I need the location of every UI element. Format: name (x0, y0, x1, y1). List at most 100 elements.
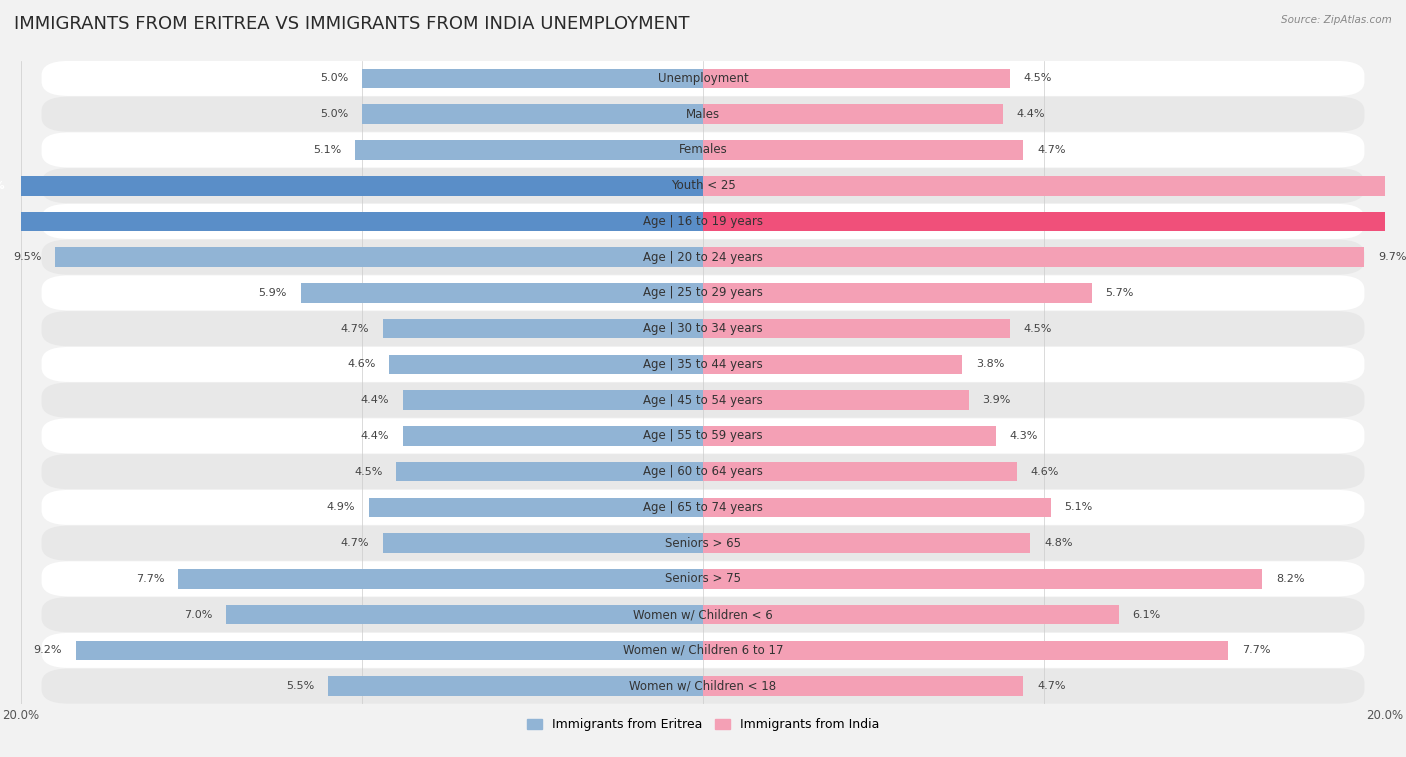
Text: 4.6%: 4.6% (1031, 466, 1059, 477)
Bar (179, 569, 703, 589)
Text: 7.7%: 7.7% (136, 574, 165, 584)
Text: Age | 20 to 24 years: Age | 20 to 24 years (643, 251, 763, 263)
Text: 4.4%: 4.4% (361, 395, 389, 405)
Bar (703, 104, 1002, 124)
Bar (396, 462, 703, 481)
Bar (703, 176, 1406, 195)
Bar (703, 140, 1024, 160)
Text: 11.1%: 11.1% (0, 181, 6, 191)
Text: Age | 55 to 59 years: Age | 55 to 59 years (643, 429, 763, 442)
Bar (703, 462, 1017, 481)
Bar (363, 104, 703, 124)
Bar (404, 426, 703, 446)
Bar (703, 354, 962, 374)
Text: Women w/ Children < 18: Women w/ Children < 18 (630, 680, 776, 693)
Text: 9.5%: 9.5% (13, 252, 42, 262)
Text: 8.2%: 8.2% (1275, 574, 1305, 584)
Text: 3.8%: 3.8% (976, 360, 1004, 369)
FancyBboxPatch shape (42, 168, 1364, 203)
Bar (0, 176, 703, 195)
Bar (703, 212, 1406, 231)
Bar (703, 569, 1263, 589)
Bar (703, 534, 1031, 553)
Bar (703, 248, 1364, 267)
Bar (703, 283, 1091, 303)
Bar (703, 676, 1024, 696)
Text: 4.9%: 4.9% (326, 503, 356, 512)
Text: Women w/ Children < 6: Women w/ Children < 6 (633, 608, 773, 621)
Bar (368, 497, 703, 517)
Bar (703, 497, 1050, 517)
Bar (382, 534, 703, 553)
Text: 5.1%: 5.1% (314, 145, 342, 155)
FancyBboxPatch shape (42, 311, 1364, 346)
Bar (363, 69, 703, 89)
Bar (703, 640, 1227, 660)
FancyBboxPatch shape (42, 132, 1364, 167)
Text: IMMIGRANTS FROM ERITREA VS IMMIGRANTS FROM INDIA UNEMPLOYMENT: IMMIGRANTS FROM ERITREA VS IMMIGRANTS FR… (14, 15, 689, 33)
Text: 5.5%: 5.5% (285, 681, 315, 691)
Text: 4.7%: 4.7% (1038, 145, 1066, 155)
Text: 4.8%: 4.8% (1045, 538, 1073, 548)
Text: 5.7%: 5.7% (1105, 288, 1133, 298)
Text: Unemployment: Unemployment (658, 72, 748, 85)
Bar (382, 319, 703, 338)
FancyBboxPatch shape (42, 240, 1364, 275)
Text: Seniors > 75: Seniors > 75 (665, 572, 741, 585)
Text: 7.0%: 7.0% (184, 609, 212, 620)
FancyBboxPatch shape (42, 97, 1364, 132)
Bar (0, 212, 703, 231)
Bar (226, 605, 703, 625)
Bar (703, 605, 1119, 625)
Text: 5.0%: 5.0% (321, 73, 349, 83)
Text: 4.7%: 4.7% (340, 538, 368, 548)
Bar (55, 248, 703, 267)
Text: 4.5%: 4.5% (354, 466, 382, 477)
Text: Age | 30 to 34 years: Age | 30 to 34 years (643, 322, 763, 335)
Text: 9.2%: 9.2% (34, 646, 62, 656)
FancyBboxPatch shape (42, 204, 1364, 239)
Text: Age | 45 to 54 years: Age | 45 to 54 years (643, 394, 763, 407)
Text: Age | 25 to 29 years: Age | 25 to 29 years (643, 286, 763, 300)
FancyBboxPatch shape (42, 597, 1364, 632)
Bar (703, 69, 1010, 89)
Text: 5.0%: 5.0% (321, 109, 349, 119)
FancyBboxPatch shape (42, 668, 1364, 704)
FancyBboxPatch shape (42, 347, 1364, 382)
Bar (703, 426, 997, 446)
Text: 4.4%: 4.4% (361, 431, 389, 441)
FancyBboxPatch shape (42, 454, 1364, 489)
FancyBboxPatch shape (42, 525, 1364, 561)
Legend: Immigrants from Eritrea, Immigrants from India: Immigrants from Eritrea, Immigrants from… (522, 713, 884, 737)
Bar (76, 640, 703, 660)
FancyBboxPatch shape (42, 490, 1364, 525)
Text: 3.9%: 3.9% (983, 395, 1011, 405)
Text: 4.7%: 4.7% (1038, 681, 1066, 691)
FancyBboxPatch shape (42, 61, 1364, 96)
FancyBboxPatch shape (42, 276, 1364, 310)
Text: 4.4%: 4.4% (1017, 109, 1045, 119)
Bar (389, 354, 703, 374)
FancyBboxPatch shape (42, 633, 1364, 668)
Bar (356, 140, 703, 160)
Bar (404, 391, 703, 410)
Bar (703, 319, 1010, 338)
Text: 5.1%: 5.1% (1064, 503, 1092, 512)
FancyBboxPatch shape (42, 562, 1364, 597)
Text: 4.3%: 4.3% (1010, 431, 1038, 441)
Text: 4.7%: 4.7% (340, 324, 368, 334)
Text: Age | 65 to 74 years: Age | 65 to 74 years (643, 501, 763, 514)
Text: 6.1%: 6.1% (1133, 609, 1161, 620)
Text: 4.5%: 4.5% (1024, 324, 1052, 334)
Bar (301, 283, 703, 303)
FancyBboxPatch shape (42, 382, 1364, 418)
Text: 7.7%: 7.7% (1241, 646, 1270, 656)
Text: Age | 60 to 64 years: Age | 60 to 64 years (643, 465, 763, 478)
Text: Age | 16 to 19 years: Age | 16 to 19 years (643, 215, 763, 228)
Text: 9.7%: 9.7% (1378, 252, 1406, 262)
Text: 5.9%: 5.9% (259, 288, 287, 298)
FancyBboxPatch shape (42, 419, 1364, 453)
Text: Age | 35 to 44 years: Age | 35 to 44 years (643, 358, 763, 371)
Text: 4.6%: 4.6% (347, 360, 375, 369)
Text: Females: Females (679, 143, 727, 157)
